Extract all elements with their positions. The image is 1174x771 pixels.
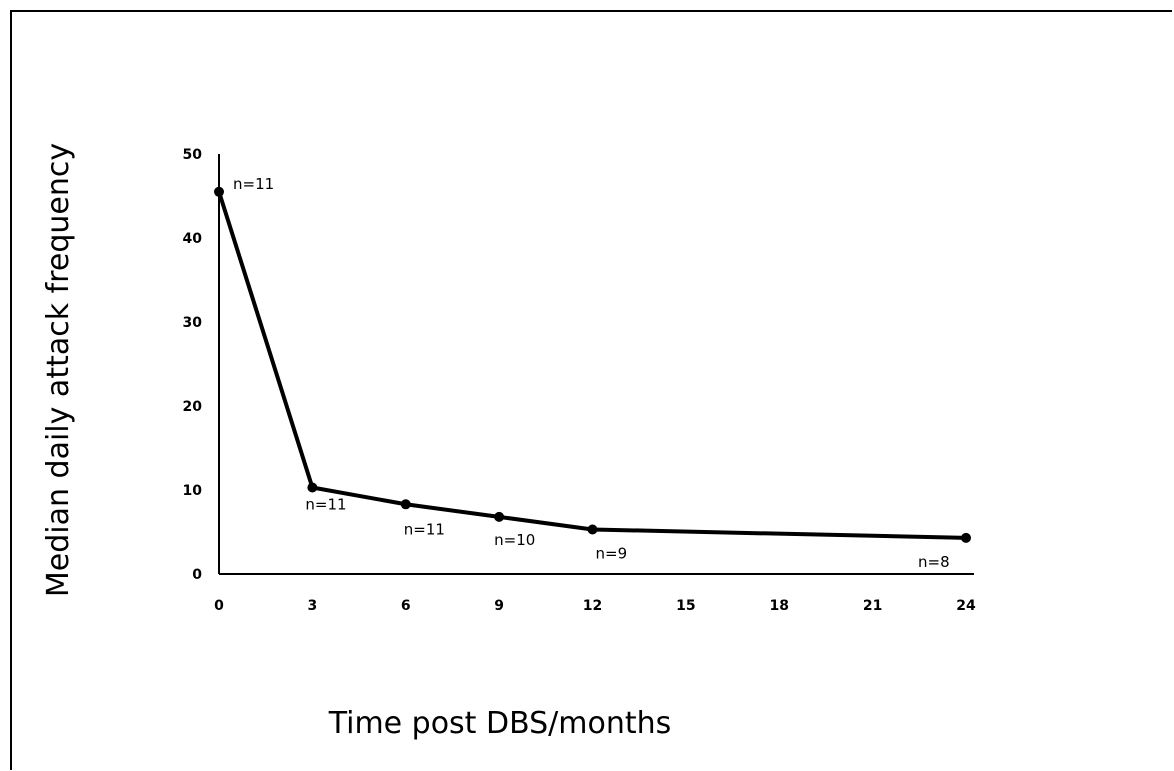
y-tick-label: 10 — [183, 483, 203, 499]
data-point — [494, 511, 505, 522]
y-tick-label: 40 — [183, 231, 203, 247]
x-tick-label: 12 — [583, 598, 602, 614]
x-tick-label: 9 — [494, 598, 504, 614]
x-tick-label: 0 — [214, 598, 224, 614]
x-axis-title: Time post DBS/months — [328, 706, 672, 741]
data-point — [961, 532, 971, 543]
x-tick-label: 21 — [863, 598, 882, 614]
y-tick-label: 50 — [183, 147, 203, 163]
data-point — [307, 482, 318, 493]
y-tick-label: 0 — [192, 567, 202, 583]
sample-size-label: n=10 — [494, 531, 535, 549]
sample-size-label: n=8 — [918, 553, 950, 571]
x-tick-label: 24 — [956, 598, 976, 614]
y-tick-label: 30 — [183, 315, 203, 331]
x-tick-label: 18 — [770, 598, 789, 614]
plot-area: 0 10 20 30 40 50 0 3 6 9 12 15 18 21 24 n=11 n=11 n=11 n=1… — [183, 147, 976, 614]
sample-size-label: n=11 — [233, 175, 274, 193]
sample-size-label: n=9 — [596, 544, 628, 562]
sample-size-label: n=11 — [404, 520, 445, 538]
x-tick-label: 15 — [676, 598, 695, 614]
sample-size-label: n=11 — [305, 495, 346, 513]
x-tick-label: 6 — [401, 598, 411, 614]
chart-frame — [10, 10, 1172, 770]
y-axis-title: Median daily attack frequency — [41, 143, 76, 597]
series-line — [217, 191, 967, 540]
data-point — [400, 499, 411, 510]
x-tick-label: 3 — [308, 598, 318, 614]
y-tick-label: 20 — [183, 399, 203, 415]
data-point — [587, 524, 598, 535]
data-point — [214, 186, 224, 197]
